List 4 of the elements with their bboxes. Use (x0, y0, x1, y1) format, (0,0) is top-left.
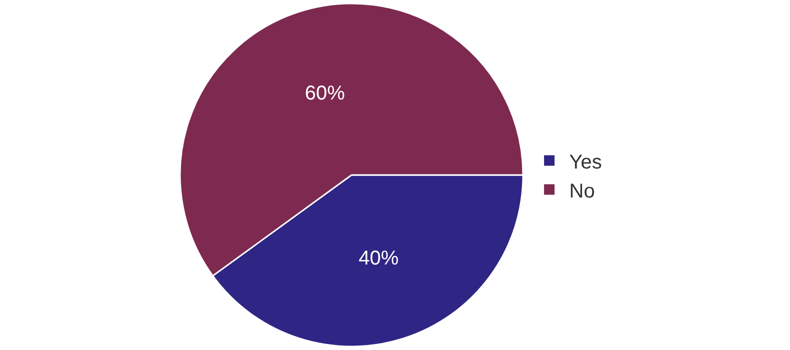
data-label: 60% (304, 82, 346, 104)
legend-label: Yes (569, 151, 602, 174)
data-label: 40% (358, 248, 399, 270)
legend-label: No (569, 180, 595, 202)
